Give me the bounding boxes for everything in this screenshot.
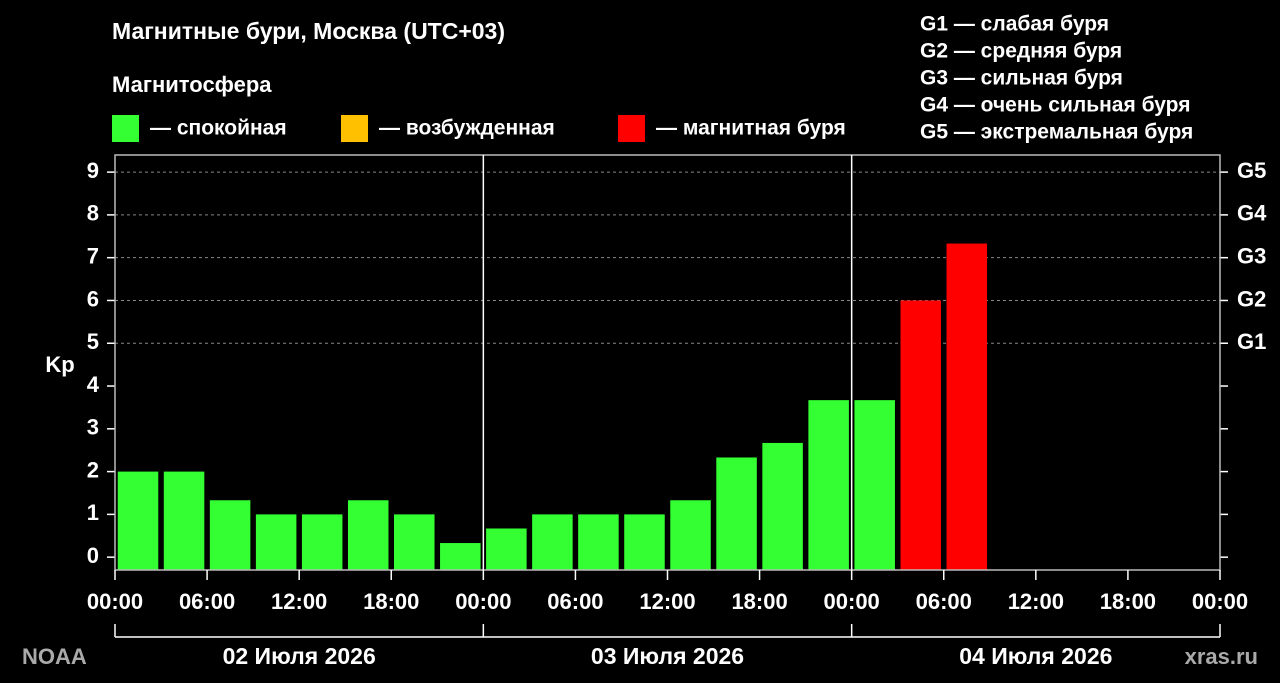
y2-tick-label: G5 bbox=[1237, 158, 1266, 183]
legend-swatch bbox=[112, 115, 139, 142]
bar bbox=[394, 514, 435, 570]
x-tick-label: 12:00 bbox=[271, 589, 327, 614]
legend-swatch bbox=[618, 115, 645, 142]
bar bbox=[255, 514, 297, 570]
y2-tick-label: G3 bbox=[1237, 243, 1266, 268]
legend-swatch bbox=[341, 115, 368, 142]
y-tick-label: 0 bbox=[87, 543, 99, 568]
source-right: xras.ru bbox=[1185, 644, 1258, 669]
legend-label: — магнитная буря bbox=[656, 117, 846, 140]
scale-note: G1 — слабая буря bbox=[920, 13, 1109, 36]
bar bbox=[486, 528, 527, 570]
bar bbox=[209, 500, 251, 570]
y-tick-label: 5 bbox=[87, 329, 99, 354]
bar bbox=[578, 514, 619, 570]
x-tick-label: 06:00 bbox=[179, 589, 235, 614]
x-tick-label: 00:00 bbox=[455, 589, 511, 614]
y-axis-label: Kp bbox=[45, 352, 74, 377]
day-label: 04 Июля 2026 bbox=[959, 643, 1112, 669]
chart-title: Магнитные бури, Москва (UTC+03) bbox=[112, 18, 505, 44]
bar bbox=[670, 500, 711, 570]
day-label: 02 Июля 2026 bbox=[223, 643, 376, 669]
bar bbox=[347, 500, 389, 570]
bar bbox=[946, 243, 988, 570]
x-tick-label: 06:00 bbox=[916, 589, 972, 614]
y-tick-label: 2 bbox=[87, 457, 99, 482]
bar bbox=[163, 471, 205, 570]
bar bbox=[117, 471, 159, 570]
legend-title: Магнитосфера bbox=[112, 72, 272, 97]
x-tick-label: 00:00 bbox=[824, 589, 880, 614]
y2-tick-label: G2 bbox=[1237, 286, 1266, 311]
scale-note: G5 — экстремальная буря bbox=[920, 121, 1193, 144]
legend-label: — спокойная bbox=[150, 117, 287, 140]
x-tick-label: 00:00 bbox=[1192, 589, 1248, 614]
x-tick-label: 00:00 bbox=[87, 589, 143, 614]
y-tick-label: 8 bbox=[87, 201, 99, 226]
y-tick-label: 6 bbox=[87, 286, 99, 311]
bar bbox=[440, 543, 481, 570]
x-tick-label: 18:00 bbox=[731, 589, 787, 614]
bar bbox=[900, 300, 941, 570]
bar bbox=[762, 442, 803, 570]
y-tick-label: 4 bbox=[87, 372, 100, 397]
bar bbox=[624, 514, 665, 570]
x-tick-label: 18:00 bbox=[1100, 589, 1156, 614]
bar bbox=[854, 400, 895, 570]
source-left: NOAA bbox=[22, 644, 87, 669]
bar bbox=[532, 514, 573, 570]
x-tick-label: 06:00 bbox=[547, 589, 603, 614]
x-tick-label: 12:00 bbox=[1008, 589, 1064, 614]
y-tick-label: 7 bbox=[87, 243, 99, 268]
y2-tick-label: G1 bbox=[1237, 329, 1266, 354]
day-label: 03 Июля 2026 bbox=[591, 643, 744, 669]
y2-tick-label: G4 bbox=[1237, 201, 1267, 226]
bar bbox=[301, 514, 343, 570]
bar bbox=[808, 400, 849, 570]
y-tick-label: 1 bbox=[87, 500, 99, 525]
bar bbox=[716, 457, 757, 570]
x-tick-label: 12:00 bbox=[639, 589, 695, 614]
scale-note: G3 — сильная буря bbox=[920, 67, 1123, 90]
scale-note: G2 — средняя буря bbox=[920, 40, 1122, 63]
y-tick-label: 9 bbox=[87, 158, 99, 183]
x-tick-label: 18:00 bbox=[363, 589, 419, 614]
plot-frame bbox=[114, 154, 1221, 571]
legend-label: — возбужденная bbox=[379, 117, 555, 140]
scale-note: G4 — очень сильная буря bbox=[920, 94, 1190, 117]
y-tick-label: 3 bbox=[87, 415, 99, 440]
